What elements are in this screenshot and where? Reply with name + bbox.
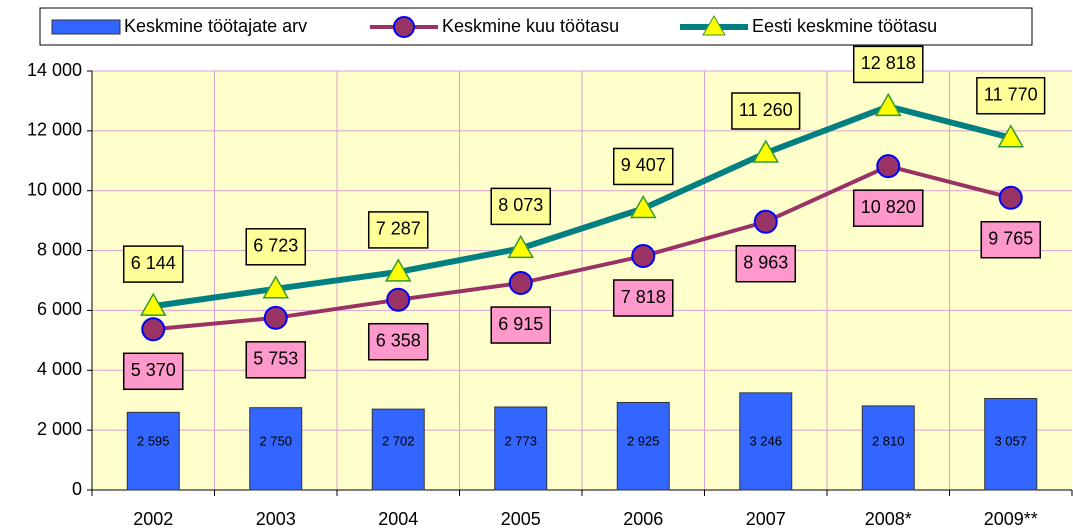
- legend-label: Keskmine kuu töötasu: [442, 16, 619, 36]
- bar: [494, 406, 548, 491]
- marker: [753, 209, 778, 234]
- x-tick-label: 2008*: [865, 509, 912, 529]
- data-label-box: [122, 245, 184, 283]
- bar: [861, 405, 915, 491]
- data-label-box: [612, 279, 674, 317]
- data-label-box: [612, 147, 674, 186]
- legend-label: Eesti keskmine töötasu: [752, 16, 937, 36]
- y-tick-label: 8 000: [37, 239, 82, 259]
- data-label-box: [245, 341, 307, 379]
- data-label: 6 144: [131, 253, 176, 273]
- marker: [386, 287, 411, 312]
- legend-marker: [393, 16, 415, 38]
- data-label-box: [367, 211, 429, 249]
- marker: [998, 185, 1023, 210]
- legend: [39, 7, 1033, 46]
- data-label: 8 963: [743, 253, 788, 273]
- data-label: 7 818: [621, 287, 666, 307]
- bar: [249, 407, 303, 491]
- marker: [631, 244, 656, 269]
- legend-marker: [702, 15, 726, 36]
- marker: [508, 271, 533, 296]
- data-label: 2 702: [382, 433, 415, 448]
- y-tick-label: 2 000: [37, 419, 82, 439]
- y-tick-label: 10 000: [27, 179, 82, 199]
- data-label: 9 407: [621, 155, 666, 175]
- data-label: 5 753: [253, 349, 298, 369]
- data-label: 8 073: [498, 195, 543, 215]
- marker: [997, 124, 1025, 148]
- x-tick-label: 2003: [256, 509, 296, 529]
- data-label: 2 773: [504, 433, 537, 448]
- data-label: 3 246: [749, 433, 782, 448]
- marker: [629, 194, 657, 219]
- x-tick-label: 2004: [378, 509, 418, 529]
- x-tick-label: 2002: [133, 509, 173, 529]
- line: [153, 164, 1012, 332]
- x-tick-label: 2005: [501, 509, 541, 529]
- marker: [263, 305, 288, 330]
- legend-label: Keskmine töötajate arv: [124, 16, 307, 36]
- data-label-box: [367, 322, 429, 361]
- x-tick-label: 2006: [623, 509, 663, 529]
- bar: [984, 398, 1038, 491]
- data-label-box: [852, 189, 924, 227]
- data-label: 7 287: [376, 219, 421, 239]
- data-label: 2 750: [259, 433, 292, 448]
- data-label-box: [490, 187, 552, 226]
- data-label-box: [735, 245, 797, 283]
- data-label: 9 765: [988, 228, 1033, 248]
- data-label: 5 370: [131, 360, 176, 380]
- legend-swatch: [51, 19, 121, 35]
- data-label: 2 595: [137, 433, 170, 448]
- data-label-box: [976, 76, 1046, 115]
- data-label: 11 260: [739, 100, 793, 120]
- marker: [384, 258, 412, 282]
- bar: [739, 392, 793, 491]
- y-tick-label: 0: [72, 479, 82, 499]
- bar: [616, 401, 670, 491]
- data-label: 12 818: [861, 53, 916, 73]
- marker: [874, 92, 902, 117]
- y-tick-label: 4 000: [37, 359, 82, 379]
- marker: [752, 139, 780, 163]
- y-tick-label: 12 000: [27, 120, 82, 140]
- marker: [262, 275, 290, 299]
- data-label-box: [490, 306, 552, 344]
- y-tick-label: 6 000: [37, 299, 82, 319]
- data-label: 11 770: [984, 84, 1038, 104]
- marker: [141, 317, 166, 342]
- data-label-box: [852, 45, 924, 84]
- data-label: 6 723: [253, 236, 298, 256]
- marker: [139, 292, 167, 316]
- bar: [371, 408, 425, 491]
- data-label-box: [731, 92, 801, 130]
- data-label-box: [980, 220, 1042, 259]
- data-label-box: [122, 352, 184, 391]
- data-label: 3 057: [994, 433, 1027, 448]
- data-label: 2 810: [872, 433, 905, 448]
- data-label: 2 925: [627, 433, 660, 448]
- bar: [126, 411, 180, 491]
- data-label: 10 820: [861, 197, 916, 217]
- data-label: 6 915: [498, 314, 543, 334]
- x-tick-label: 2009**: [984, 509, 1038, 529]
- data-label: 6 358: [376, 330, 421, 350]
- y-tick-label: 14 000: [27, 60, 82, 80]
- x-tick-label: 2007: [746, 509, 786, 529]
- data-label-box: [245, 228, 307, 266]
- line: [152, 103, 1012, 310]
- marker: [876, 154, 901, 179]
- marker: [507, 234, 535, 259]
